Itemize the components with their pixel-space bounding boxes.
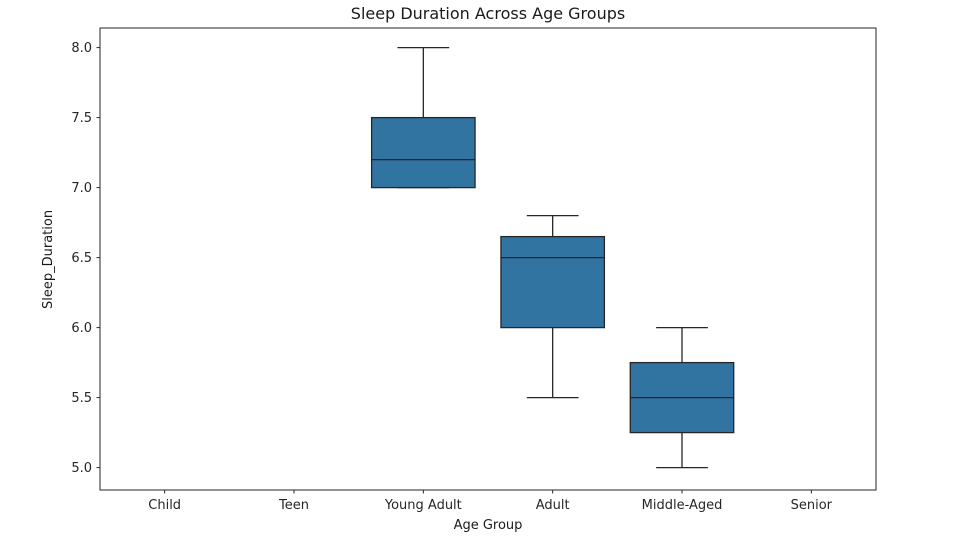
x-tick-label: Young Adult xyxy=(384,498,462,513)
x-axis-label: Age Group xyxy=(453,518,523,533)
iqr-box xyxy=(500,235,606,329)
x-tick-label: Middle-Aged xyxy=(642,498,723,513)
x-tick-label: Adult xyxy=(536,498,570,513)
y-tick-label: 5.5 xyxy=(71,391,92,406)
x-tick-label: Child xyxy=(148,498,181,513)
y-tick-label: 7.0 xyxy=(71,181,92,196)
y-tick-label: 8.0 xyxy=(71,41,92,56)
plot-border xyxy=(99,27,877,491)
x-tick-label: Teen xyxy=(278,498,309,513)
y-tick-label: 6.5 xyxy=(71,251,92,266)
x-tick-label: Senior xyxy=(791,498,833,513)
y-axis-label: Sleep_Duration xyxy=(41,209,56,309)
y-tick-label: 5.0 xyxy=(71,461,92,476)
y-tick-label: 7.5 xyxy=(71,111,92,126)
y-tick-label: 6.0 xyxy=(71,321,92,336)
iqr-box xyxy=(370,116,476,189)
chart-title: Sleep Duration Across Age Groups xyxy=(350,4,626,23)
